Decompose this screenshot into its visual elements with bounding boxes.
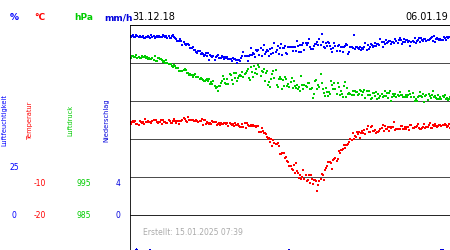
Text: Erstellt: 15.01.2025 07:39: Erstellt: 15.01.2025 07:39 [143,228,243,237]
Text: Temperatur: Temperatur [27,101,33,139]
Bar [288,249,289,250]
Text: Luftfeuchtigkeit: Luftfeuchtigkeit [1,94,7,146]
Bar [440,249,441,250]
Text: 995: 995 [76,179,91,188]
Bar [148,249,150,250]
Text: Luftdruck: Luftdruck [67,104,73,136]
Text: hPa: hPa [75,14,94,22]
Text: °C: °C [35,14,45,22]
Bar [441,248,442,250]
Text: 06.01.19: 06.01.19 [405,12,448,22]
Text: mm/h: mm/h [104,14,132,22]
Bar [442,249,443,250]
Text: 4: 4 [116,179,121,188]
Text: %: % [9,14,18,22]
Bar [136,248,137,250]
Bar [135,249,136,250]
Text: 0: 0 [12,210,17,220]
Bar [137,249,138,250]
Text: -10: -10 [34,179,46,188]
Text: 25: 25 [9,163,19,172]
Text: 985: 985 [77,210,91,220]
Text: -20: -20 [34,210,46,220]
Bar [443,249,444,250]
Text: 31.12.18: 31.12.18 [132,12,175,22]
Text: 0: 0 [116,210,121,220]
Bar [289,249,290,250]
Text: Niederschlag: Niederschlag [103,98,109,142]
